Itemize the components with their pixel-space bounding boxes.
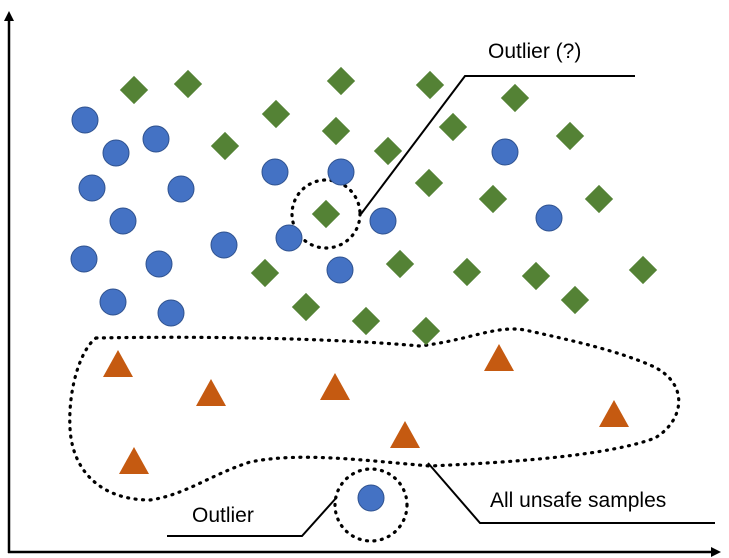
blue-circle-sample [326,256,354,284]
blue-circle-sample [369,207,397,235]
blue-circle-sample [109,207,137,235]
green-diamond-sample [452,257,482,287]
blue-circle-sample [99,288,127,316]
orange-triangle-sample [119,447,149,474]
blue-circle-sample [102,139,130,167]
green-diamond-sample [385,249,415,279]
green-diamond-sample [119,75,149,105]
green-diamond-sample [415,70,445,100]
outlier-question-label: Outlier (?) [488,40,581,63]
green-diamond-sample [438,112,468,142]
outlier-question-leader [360,75,635,215]
unsafe-samples-label: All unsafe samples [490,489,666,512]
green-diamond-sample [411,316,441,346]
green-diamond-sample [478,184,508,214]
orange-triangle-sample [484,344,514,371]
orange-triangle-sample [320,373,350,400]
green-diamond-sample [351,306,381,336]
unsafe-samples-region [68,327,681,502]
blue-circle-sample [70,245,98,273]
orange-triangle-sample [390,421,420,448]
green-diamond-sample [555,121,585,151]
orange-triangle-samples [103,344,629,474]
blue-circle-sample [210,231,238,259]
orange-triangle-sample [196,379,226,406]
green-diamond-sample [250,258,280,288]
green-diamond-sample [321,116,351,146]
blue-circle-sample [78,174,106,202]
green-diamond-sample [261,99,291,129]
blue-circle-sample [157,299,185,327]
orange-triangle-sample [599,400,629,427]
blue-circle-sample [275,224,303,252]
blue-circle-sample [261,158,289,186]
outlier-leader [167,496,338,537]
green-diamond-sample [560,285,590,315]
blue-circle-sample [357,484,385,512]
axes [4,11,721,557]
outlier-question-ring [290,178,362,250]
unsafe-samples-leader [427,462,715,524]
outlier-ring [333,467,409,543]
blue-circle-samples [70,106,563,512]
blue-circle-sample [491,138,519,166]
blue-circle-sample [167,175,195,203]
green-diamond-sample [326,66,356,96]
blue-circle-sample [145,250,173,278]
blue-circle-sample [535,204,563,232]
green-diamond-sample [628,255,658,285]
green-diamond-samples [119,66,658,346]
blue-circle-sample [142,125,170,153]
green-diamond-sample [291,292,321,322]
green-diamond-sample [521,261,551,291]
green-diamond-sample [414,168,444,198]
green-diamond-sample [173,69,203,99]
orange-triangle-sample [103,350,133,377]
outlier-label: Outlier [192,504,254,527]
green-diamond-sample [500,83,530,113]
blue-circle-sample [71,106,99,134]
green-diamond-sample [373,136,403,166]
green-diamond-sample [210,131,240,161]
blue-circle-sample [327,158,355,186]
green-diamond-sample [311,199,341,229]
green-diamond-sample [584,184,614,214]
